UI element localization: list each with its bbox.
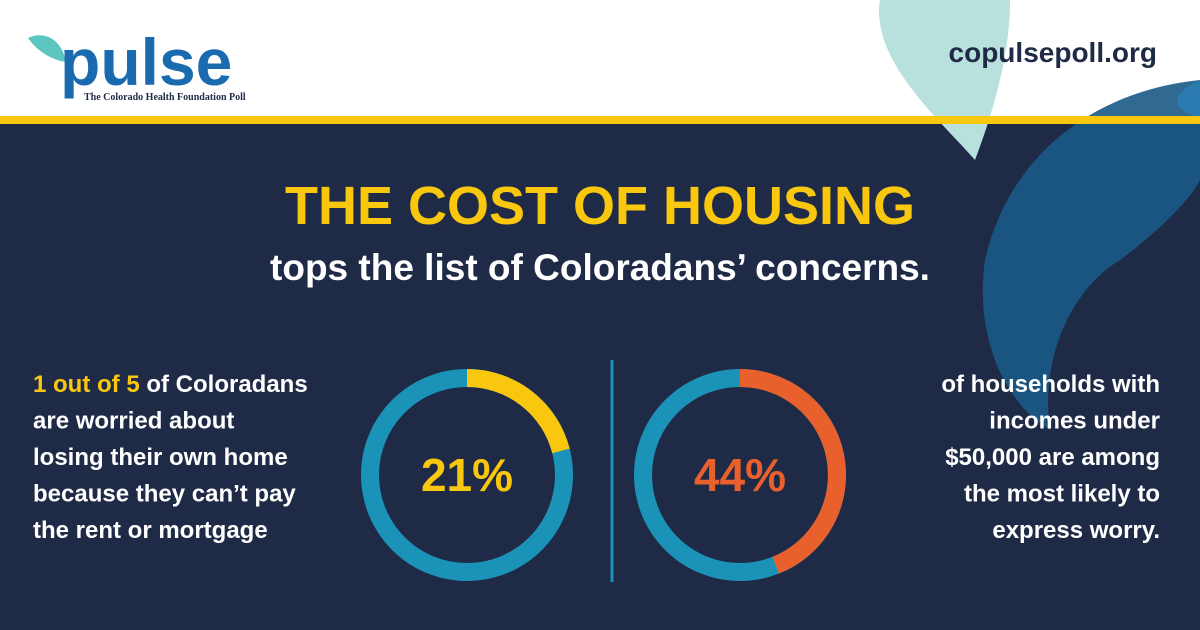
caption-line: losing their own home: [33, 444, 288, 471]
body-bg: [0, 118, 1200, 630]
caption-line: 1 out of 5 of Coloradans: [33, 371, 308, 398]
logo: pulse: [60, 25, 232, 99]
leaf-decoration: [982, 80, 1200, 430]
caption-text: $50,000 are among: [945, 444, 1160, 471]
caption-text: express worry.: [992, 517, 1160, 544]
caption-line: the rent or mortgage: [33, 517, 268, 544]
caption-line: express worry.: [992, 517, 1160, 544]
donut-label: 44%: [694, 449, 786, 501]
caption-line: are worried about: [33, 408, 234, 435]
caption-line: of households with: [941, 371, 1160, 398]
donut-label: 21%: [421, 449, 513, 501]
caption-line: $50,000 are among: [945, 444, 1160, 471]
donut-segment: [739, 369, 846, 574]
subtitle: tops the list of Coloradans’ concerns.: [270, 247, 930, 288]
caption-text: the rent or mortgage: [33, 517, 268, 544]
tagline: The Colorado Health Foundation Poll: [84, 92, 246, 103]
caption-line: because they can’t pay: [33, 481, 296, 508]
caption-line: the most likely to: [964, 481, 1160, 508]
donut-segment: [466, 369, 570, 454]
caption-text: the most likely to: [964, 481, 1160, 508]
caption-text: incomes under: [989, 408, 1160, 435]
title: THE COST OF HOUSING: [285, 176, 915, 236]
caption-text: because they can’t pay: [33, 481, 296, 508]
caption-text: of Coloradans: [146, 371, 307, 398]
caption-highlight: 1 out of 5: [33, 371, 140, 398]
caption-text: of households with: [941, 371, 1160, 398]
caption-text: losing their own home: [33, 444, 288, 471]
caption-text: are worried about: [33, 408, 234, 435]
leaf-decoration: [1176, 80, 1200, 120]
logo-leaf: [28, 35, 66, 62]
url: copulsepoll.org: [949, 37, 1157, 68]
caption-line: incomes under: [989, 408, 1160, 435]
divider-band: [0, 116, 1200, 124]
